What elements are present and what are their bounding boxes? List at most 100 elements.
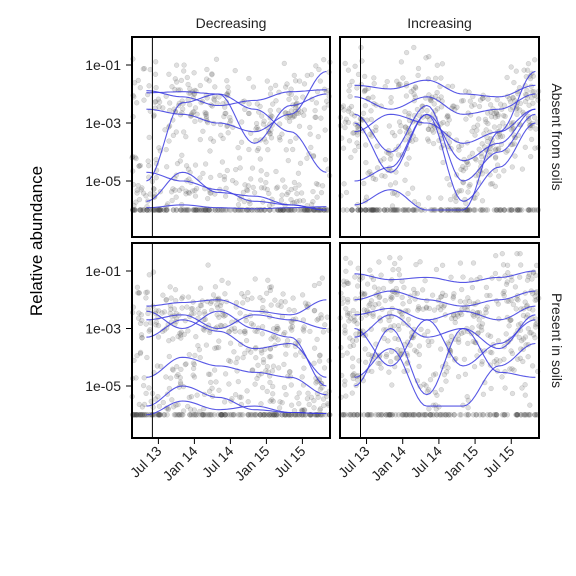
data-point xyxy=(271,412,277,418)
data-point xyxy=(242,182,248,188)
data-point xyxy=(501,207,508,213)
data-point xyxy=(494,207,500,213)
data-point xyxy=(412,207,419,213)
data-point xyxy=(434,412,440,418)
data-point xyxy=(525,412,532,418)
data-point xyxy=(471,313,477,319)
data-point xyxy=(508,127,515,133)
data-point xyxy=(184,74,190,81)
data-point xyxy=(349,207,355,213)
data-point xyxy=(288,186,294,193)
data-point xyxy=(244,187,250,193)
data-point xyxy=(526,271,533,278)
data-point xyxy=(265,147,271,153)
data-point xyxy=(487,412,493,418)
data-point xyxy=(385,412,391,418)
data-point xyxy=(146,328,152,334)
data-point xyxy=(519,207,525,213)
data-point xyxy=(317,406,324,412)
data-point xyxy=(235,202,242,208)
data-point xyxy=(167,100,173,106)
data-point xyxy=(450,312,457,319)
data-point xyxy=(394,192,400,198)
data-point xyxy=(163,207,169,213)
data-point xyxy=(494,412,500,418)
data-point xyxy=(505,147,511,154)
data-point xyxy=(258,412,264,418)
data-point xyxy=(371,75,377,81)
data-point xyxy=(172,76,178,82)
data-point xyxy=(465,295,471,301)
data-point xyxy=(431,412,437,418)
data-point xyxy=(400,412,406,418)
panel-frame xyxy=(339,36,540,238)
data-point xyxy=(476,103,483,110)
data-point xyxy=(504,74,510,81)
data-point xyxy=(221,174,228,180)
data-point xyxy=(191,207,197,213)
data-point xyxy=(228,326,235,332)
data-point xyxy=(424,297,430,304)
data-point xyxy=(414,207,420,213)
data-point xyxy=(366,207,373,213)
data-point xyxy=(526,207,532,213)
data-point xyxy=(242,328,248,334)
data-point xyxy=(514,251,520,257)
data-point xyxy=(344,279,350,285)
data-point xyxy=(388,152,394,158)
data-point xyxy=(404,412,410,418)
data-point xyxy=(406,412,413,418)
data-point xyxy=(383,412,389,418)
x-tick-label: Jul 14 xyxy=(199,443,237,481)
data-point xyxy=(140,382,147,389)
data-point xyxy=(234,355,241,361)
data-point xyxy=(497,123,503,130)
data-point xyxy=(139,335,145,341)
data-point xyxy=(178,207,184,213)
data-point xyxy=(223,110,229,117)
data-point xyxy=(450,295,456,301)
data-point xyxy=(347,260,354,266)
data-point xyxy=(476,146,482,152)
data-point xyxy=(370,207,376,213)
data-point xyxy=(397,255,403,261)
data-point xyxy=(441,372,448,378)
data-point xyxy=(138,332,145,338)
data-point xyxy=(400,412,406,418)
data-point xyxy=(133,412,140,418)
data-point xyxy=(267,398,273,404)
data-point xyxy=(183,163,190,169)
data-point xyxy=(208,136,214,142)
data-point xyxy=(196,347,203,353)
data-point xyxy=(233,180,239,186)
data-point xyxy=(252,276,258,282)
data-point xyxy=(274,412,280,418)
data-point xyxy=(518,338,525,344)
data-point xyxy=(203,207,209,213)
data-point xyxy=(478,207,484,213)
data-point xyxy=(386,317,392,324)
data-point xyxy=(388,99,394,105)
data-point xyxy=(402,109,408,115)
data-point xyxy=(177,330,183,337)
data-point xyxy=(294,395,300,401)
data-point xyxy=(499,251,505,257)
data-point xyxy=(493,146,499,152)
data-point xyxy=(196,207,202,213)
data-point xyxy=(219,412,226,418)
data-point xyxy=(507,99,514,105)
data-point xyxy=(161,207,167,213)
data-point xyxy=(179,296,185,302)
data-point xyxy=(346,138,353,144)
data-point xyxy=(363,207,369,213)
data-point xyxy=(141,412,148,418)
data-point xyxy=(403,412,410,418)
data-point xyxy=(432,389,438,396)
data-point xyxy=(369,412,375,418)
data-point xyxy=(257,103,263,110)
data-point xyxy=(187,412,193,418)
data-point xyxy=(273,98,279,104)
data-point xyxy=(387,156,394,162)
data-point xyxy=(179,152,185,158)
data-point xyxy=(496,145,502,152)
